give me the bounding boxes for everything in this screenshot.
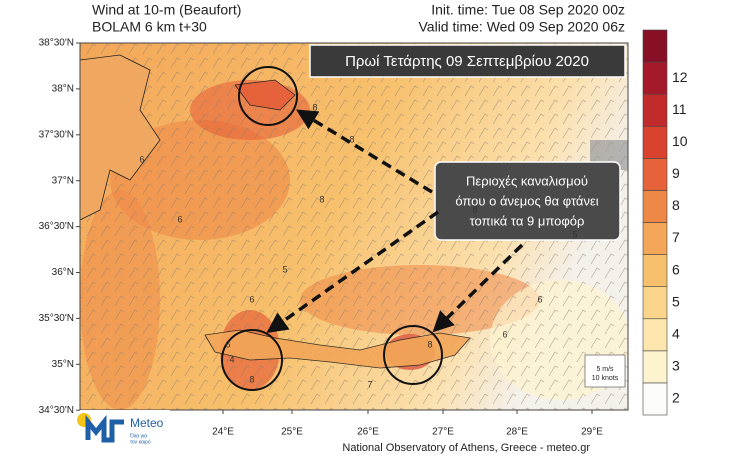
- colorbar-band: [642, 350, 668, 384]
- contour-label: 7: [367, 379, 372, 389]
- logo-tagline: τον καιρό: [130, 438, 151, 445]
- footer: National Observatory of Athens, Greece -…: [342, 442, 590, 454]
- lat-label: 36°30'N: [39, 221, 74, 232]
- colorbar-band: [642, 29, 668, 63]
- lon-label: 27°E: [432, 427, 454, 438]
- colorbar-band: [642, 93, 668, 127]
- contour-label: 6: [177, 214, 182, 224]
- contour-label: 4: [229, 354, 234, 364]
- colorbar-label: 12: [672, 69, 688, 85]
- title-box: [309, 44, 626, 78]
- colorbar-label: 6: [672, 261, 680, 277]
- annotation-text: Περιοχές καναλισμού: [466, 173, 588, 188]
- contour-label: 6: [249, 294, 254, 304]
- colorbar-label: 11: [672, 101, 687, 117]
- lon-label: 28°E: [506, 427, 528, 438]
- contour-label: 8: [319, 194, 324, 204]
- lat-label: 35°30'N: [39, 313, 74, 324]
- contour-label: 6: [225, 339, 230, 349]
- arrows: [266, 109, 524, 334]
- contour-label: 6: [139, 154, 144, 164]
- header-left: BOLAM 6 km t+30: [92, 19, 207, 35]
- lon-label: 25°E: [281, 427, 303, 438]
- lat-label: 36°N: [52, 267, 74, 278]
- scale-legend: 5 m/s: [596, 366, 614, 373]
- map-area: [80, 43, 628, 410]
- contour-label: 8: [312, 102, 317, 112]
- colorbar-label: 8: [672, 197, 680, 213]
- highlight-circles: [221, 66, 443, 391]
- lon-label: 26°E: [357, 427, 379, 438]
- colorbar-band: [642, 125, 668, 159]
- contour-label: 6: [502, 329, 507, 339]
- colorbar-label: 9: [672, 165, 680, 181]
- scale-legend: 10 knots: [592, 375, 619, 382]
- lat-label: 35°N: [52, 359, 74, 370]
- colorbar-band: [642, 254, 668, 287]
- annotation-text: όπου ο άνεμος θα φτάνει: [455, 193, 598, 208]
- header-left: Wind at 10-m (Beaufort): [92, 2, 241, 18]
- lat-label: 34°30'N: [39, 405, 74, 416]
- contour-label: 8: [349, 134, 354, 144]
- contour-label: 5: [282, 264, 287, 274]
- colorbar-label: 4: [672, 325, 680, 341]
- colorbar-band: [642, 286, 668, 320]
- annotation-box: [434, 161, 621, 241]
- logo-name: Meteo: [130, 416, 164, 430]
- colorbar-band: [642, 158, 668, 191]
- colorbar-label: 7: [672, 229, 680, 245]
- lat-label: 37°N: [52, 175, 74, 186]
- header-right: Valid time: Wed 09 Sep 2020 06z: [419, 19, 626, 35]
- logo-mark: [85, 414, 124, 443]
- contour-label: 6: [537, 294, 542, 304]
- logo-tagline: Όλα για: [129, 433, 147, 439]
- colorbar-label: 3: [672, 358, 680, 374]
- annotation-text: τοπικά τα 9 μποφόρ: [470, 213, 585, 228]
- colorbar-band: [642, 382, 668, 416]
- lon-label: 29°E: [581, 427, 603, 438]
- lon-label: 24°E: [212, 427, 234, 438]
- colorbar-band: [642, 190, 668, 223]
- title-text: Πρωί Τετάρτης 09 Σεπτεμβρίου 2020: [345, 53, 589, 70]
- contour-label: 8: [427, 339, 432, 349]
- lat-label: 37°30'N: [39, 129, 74, 140]
- colorbar-label: 5: [672, 293, 680, 309]
- colorbar-label: 2: [672, 390, 680, 406]
- lat-label: 38°N: [52, 84, 74, 95]
- lat-label: 38°30'N: [39, 38, 74, 49]
- scale-legend-box: [584, 354, 626, 388]
- contour-label: 8: [472, 204, 477, 214]
- contour-label: 8: [249, 374, 254, 384]
- colorbar-band: [642, 318, 668, 352]
- colorbar-band: [642, 61, 668, 95]
- colorbar-label: 10: [672, 133, 688, 149]
- colorbar-band: [642, 222, 668, 255]
- contour-label: 5: [572, 229, 577, 239]
- header-right: Init. time: Tue 08 Sep 2020 00z: [431, 2, 625, 18]
